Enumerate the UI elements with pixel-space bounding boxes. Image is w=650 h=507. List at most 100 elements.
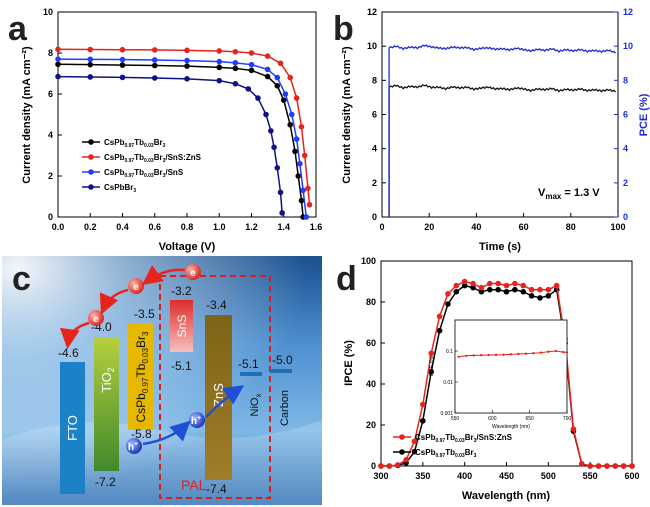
panel-d-point [436,313,443,320]
panel-a-point [119,74,126,81]
panel-d-xtick-label: 300 [373,471,388,481]
pal-dashed-box [159,275,271,499]
panel-a-point [274,74,281,81]
panel-a-point [216,58,223,65]
panel-a-point [216,48,223,54]
panel-a-point [298,124,305,130]
panel-b-ytick-left-label: 4 [372,144,377,154]
inset-point [547,350,550,353]
panel-a-legend-label: CsPbBr3 [104,183,136,194]
panel-a-point [255,95,261,101]
perovskite-block [128,323,153,430]
panel-d-point [478,284,485,291]
panel-a-ylabel: Current density (mA cm⁻²) [21,46,33,184]
inset-xtick-label: 700 [563,416,572,422]
panel-d-point [486,280,493,287]
panel-d-point [470,280,476,287]
panel-b-ytick-left-label: 12 [367,7,377,17]
panel-d-point [595,463,602,469]
panel-a-ytick-label: 2 [48,171,53,181]
panel-b-xtick-label: 80 [566,222,576,232]
panel-b-ytick-left-label: 2 [372,178,377,188]
inset-ylabel: IPCE (%) [429,355,435,376]
panel-d-point [453,288,460,295]
panel-d-point [537,286,543,293]
panel-c-energy-diagram: c PAL FTO -4.6 TiO2 -4.0 -7.2 CsPb0.97Tb… [2,256,322,505]
panel-d-point [495,280,501,287]
electron-symbol-3: e [93,314,99,325]
panel-a-point [277,60,284,67]
panel-d-ylabel: IPCE (%) [343,340,355,386]
niox-level: -5.1 [238,357,259,371]
panel-d-ytick-label: 20 [366,420,376,430]
panel-d-point [587,463,593,469]
panel-b-ytick-right-label: 6 [623,110,628,120]
fto-block [60,362,85,494]
panel-a-xtick-label: 0.4 [116,222,129,232]
panel-a-ytick-label: 10 [43,7,53,17]
panel-d-point [420,418,426,424]
panel-d-ytick-label: 60 [366,338,376,348]
panel-a-point [151,57,158,63]
panel-d-point [386,463,393,469]
inset-xtick-label: 650 [525,416,534,422]
panel-a-xtick-label: 0.2 [84,222,97,232]
panel-d-point [411,448,418,455]
panel-d-point [545,293,552,299]
panel-d-ytick-label: 0 [371,461,376,471]
panel-a-series-line [57,48,311,205]
inset-point [524,352,528,355]
inset-ytick-label: 0.1 [446,349,453,355]
panel-a-point [151,62,158,69]
panel-d-point [445,291,451,297]
inset-ytick-label: 0.001 [440,411,453,417]
sns-bottom-level: -5.1 [171,359,192,373]
inset-point [457,355,460,358]
panel-d-point [394,462,401,468]
inset-xlabel: Wavelength (nm) [492,424,530,430]
panel-a-point [184,76,190,82]
panel-a-point [303,214,310,220]
panel-a-point [277,189,284,196]
electron-icon-2 [128,278,144,294]
panel-d-xtick-label: 400 [457,471,472,481]
panel-b-annotation: Vmax = 1.3 V [538,187,600,201]
inset-xtick-label: 550 [451,416,460,422]
panel-a-ytick-label: 8 [48,48,53,58]
panel-a-point [87,74,94,80]
panel-d-xtick-label: 550 [583,471,598,481]
panel-d-point [579,461,585,467]
panel-a-label: a [8,10,28,48]
panel-a-xtick-label: 1.6 [310,222,323,232]
panel-d-point [512,286,518,293]
panel-a-legend-label: CsPb0.97Tb0.03Br3/SnS:ZnS [104,153,202,164]
panel-a-point [280,97,287,103]
panel-a-point [274,165,281,171]
sns-label: SnS [175,315,189,338]
inset-point [565,351,569,354]
panel-b-ytick-right-label: 10 [623,41,633,51]
panel-a-point [248,67,255,74]
panel-b-ytick-right-label: 0 [623,212,628,222]
panel-d-point [445,301,451,307]
panel-d-legend-label: CsPb0.97Tb0.03Br3/SnS:ZnS [415,433,513,444]
panel-a-point [293,95,300,101]
panel-a-point [55,73,61,80]
panel-b-ytick-left-label: 0 [372,212,377,222]
zns-label: ZnS [211,383,226,407]
panel-a-point [300,187,306,194]
panel-b-xlabel: Time (s) [479,241,521,253]
electron-icon-1 [185,264,201,280]
panel-d-ipce: d 300 350 400 450 500 550 600 0 20 40 60 80 100 CsPb… [336,256,640,502]
panel-a-point [282,91,289,97]
hole-arrow-1 [142,420,191,446]
panel-a-point [287,121,294,128]
panel-d-ytick-label: 100 [361,256,376,266]
panel-a-point [274,83,281,89]
panel-a-point [216,77,223,84]
inset-point [494,353,498,357]
panel-a-point [293,136,300,142]
panel-b-ytick-left-label: 6 [372,110,377,120]
panel-d-xtick-label: 350 [415,471,430,481]
